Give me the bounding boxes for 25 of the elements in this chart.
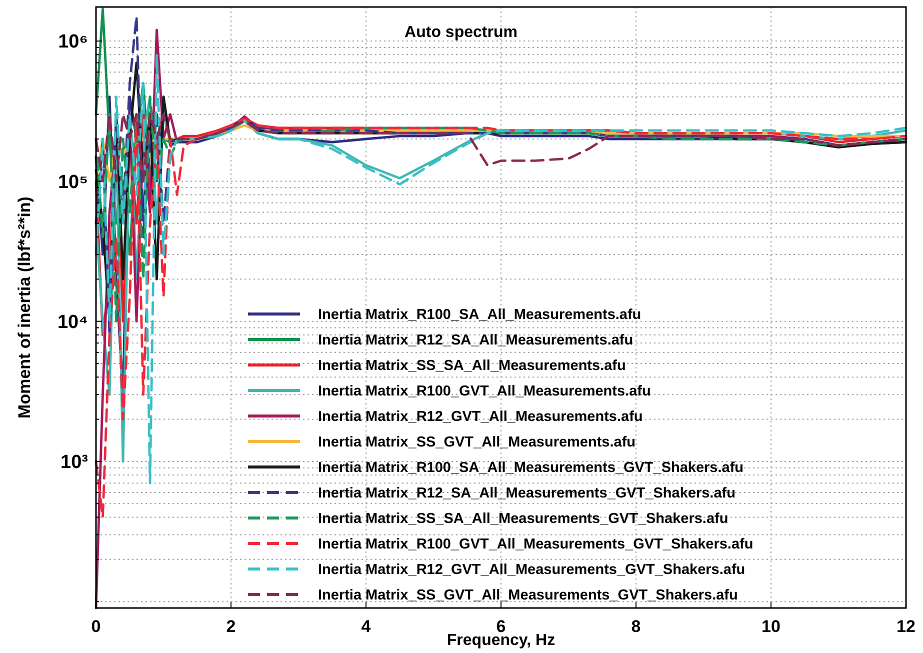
y-tick-label: 10⁶ <box>58 32 88 53</box>
legend-label: Inertia Matrix_R12_GVT_All_Measurements_GVT_Shakers.afu <box>318 562 746 578</box>
legend-label: Inertia Matrix_R100_SA_All_Measurements_GVT_Shakers.afu <box>318 460 744 476</box>
y-tick-label: 10⁵ <box>58 172 88 193</box>
legend-label: Inertia Matrix_R12_GVT_All_Measurements.afu <box>318 409 643 426</box>
legend-label: Inertia Matrix_SS_GVT_All_Measurements.afu <box>318 434 636 451</box>
legend-label: Inertia Matrix_SS_GVT_All_Measurements_GVT_Shakers.afu <box>318 588 738 604</box>
legend-label: Inertia Matrix_R100_SA_All_Measurements.afu <box>318 307 642 324</box>
x-tick-label: 4 <box>361 617 372 636</box>
x-tick-label: 12 <box>896 617 916 636</box>
legend-label: Inertia Matrix_R100_GVT_All_Measurements.afu <box>318 384 651 400</box>
line-series <box>94 113 908 182</box>
x-tick-label: 2 <box>226 617 236 636</box>
legend-label: Inertia Matrix_R12_SA_All_Measurements.afu <box>318 332 634 349</box>
y-tick-label: 10³ <box>60 452 88 474</box>
y-tick-label: 10⁴ <box>57 312 88 333</box>
x-tick-label: 10 <box>762 617 780 636</box>
legend-label: Inertia Matrix_R100_GVT_All_Measurements_GVT_Shakers.afu <box>318 536 754 553</box>
legend-label: Inertia Matrix_R12_SA_All_Measurements_GVT_Shakers.afu <box>318 486 736 502</box>
y-axis-title: Moment of inertia (lbf*s²*in) <box>15 196 34 418</box>
legend-label: Inertia Matrix_SS_SA_All_Measurements.afu <box>318 358 626 374</box>
x-tick-label: 8 <box>631 617 641 636</box>
x-tick-label: 0 <box>91 617 101 636</box>
legend-label: Inertia Matrix_SS_SA_All_Measurements_GVT_Shakers.afu <box>318 511 728 528</box>
text: Auto spectrum <box>404 24 518 41</box>
